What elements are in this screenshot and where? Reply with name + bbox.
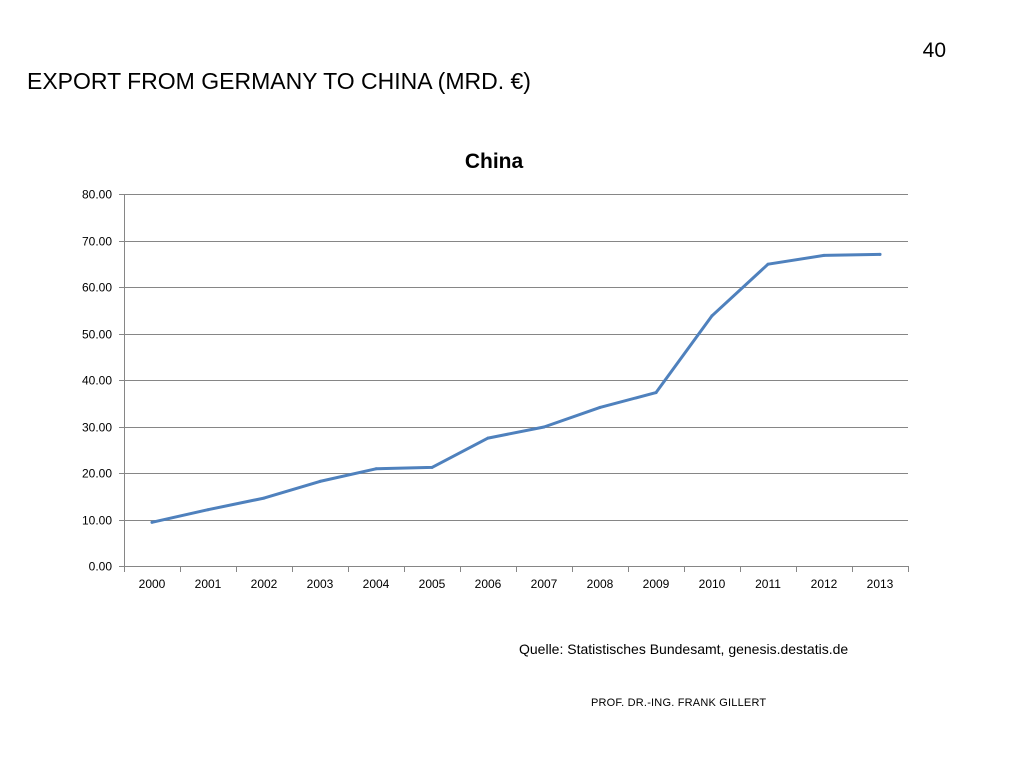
y-axis-tick-labels: 0.00 10.00 20.00 30.00 40.00 50.00 60.00 70.00 8… xyxy=(82,188,112,574)
data-point xyxy=(542,425,546,429)
data-point xyxy=(262,496,266,500)
y-tick-label: 70.00 xyxy=(82,235,112,249)
data-point xyxy=(822,253,826,257)
data-point xyxy=(710,314,714,318)
x-tick-label: 2006 xyxy=(475,577,502,591)
axes xyxy=(119,194,909,572)
data-point xyxy=(598,405,602,409)
x-tick-label: 2000 xyxy=(139,577,166,591)
source-note: Quelle: Statistisches Bundesamt, genesis… xyxy=(519,641,849,657)
y-tick-label: 0.00 xyxy=(89,560,113,574)
x-tick-label: 2009 xyxy=(643,577,670,591)
x-tick-label: 2008 xyxy=(587,577,614,591)
data-point xyxy=(766,262,770,266)
y-tick-label: 50.00 xyxy=(82,328,112,342)
data-point xyxy=(654,391,658,395)
x-tick-label: 2005 xyxy=(419,577,446,591)
x-tick-label: 2010 xyxy=(699,577,726,591)
data-point xyxy=(374,467,378,471)
y-tick-label: 30.00 xyxy=(82,421,112,435)
y-tick-label: 60.00 xyxy=(82,281,112,295)
slide-title: EXPORT FROM GERMANY TO CHINA (MRD. €) xyxy=(27,68,531,94)
data-point xyxy=(318,479,322,483)
author-credit: PROF. DR.-ING. FRANK GILLERT xyxy=(591,697,767,709)
x-tick-label: 2004 xyxy=(363,577,390,591)
x-tick-label: 2001 xyxy=(195,577,222,591)
y-tick-label: 40.00 xyxy=(82,374,112,388)
data-point xyxy=(486,436,490,440)
x-tick-label: 2013 xyxy=(867,577,894,591)
x-tick-label: 2007 xyxy=(531,577,558,591)
data-series xyxy=(150,252,882,524)
chart-title: China xyxy=(465,150,524,173)
data-point xyxy=(878,252,882,256)
x-tick-label: 2011 xyxy=(755,577,781,591)
page-number: 40 xyxy=(922,39,946,62)
x-tick-label: 2003 xyxy=(307,577,334,591)
y-tick-label: 20.00 xyxy=(82,467,112,481)
x-axis-tick-labels: 2000 2001 2002 2003 2004 2005 2006 2007 2008 2009… xyxy=(139,577,894,591)
gridlines xyxy=(124,194,908,521)
data-point xyxy=(150,520,154,524)
data-point xyxy=(430,465,434,469)
y-tick-label: 80.00 xyxy=(82,188,112,202)
data-point xyxy=(206,508,210,512)
x-tick-label: 2012 xyxy=(811,577,838,591)
x-tick-label: 2002 xyxy=(251,577,278,591)
y-tick-label: 10.00 xyxy=(82,514,112,528)
series-line xyxy=(150,252,882,524)
